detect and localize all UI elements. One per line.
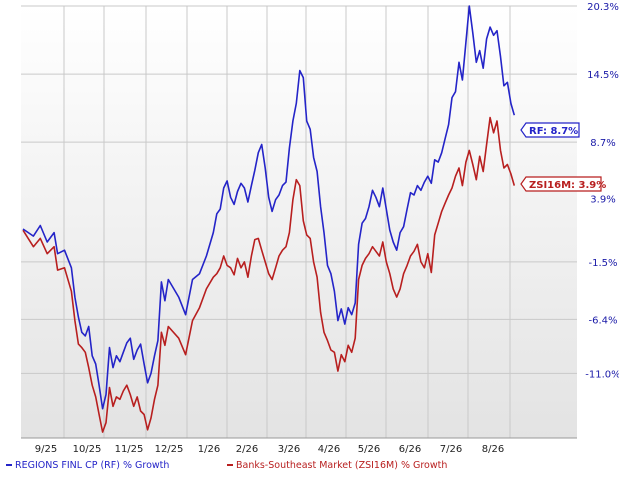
x-gridlines	[63, 6, 511, 438]
legend-label: Banks-Southeast Market (ZSI16M) % Growth	[236, 460, 447, 471]
x-tick-label: 6/26	[399, 444, 421, 455]
legend-entry-rf: REGIONS FINL CP (RF) % Growth	[6, 460, 169, 471]
y-tick-labels: 20.3% 14.5% 8.7% 3.9% -1.5% -6.4% -11.0%	[585, 2, 619, 380]
legend-entry-zsi16m: Banks-Southeast Market (ZSI16M) % Growth	[227, 460, 447, 471]
series-line-zsi16m	[22, 116, 516, 433]
x-tick-label: 5/26	[358, 444, 380, 455]
x-tick-label: 3/26	[278, 444, 300, 455]
y-tick-label: -6.4%	[588, 315, 617, 326]
x-tick-labels: 9/25 10/25 11/25 12/25 1/26 2/26 3/26 4/26 5/26 6…	[35, 444, 504, 455]
x-tick-label: 10/25	[73, 444, 102, 455]
flag-label: ZSI16M: 3.9%	[529, 180, 606, 191]
flag-rf: RF: 8.7%	[520, 122, 580, 138]
series-layer	[22, 5, 516, 433]
x-tick-label: 1/26	[198, 444, 220, 455]
x-tick-label: 8/26	[482, 444, 504, 455]
flag-label: RF: 8.7%	[529, 126, 578, 137]
flag-box	[520, 122, 580, 138]
x-tick-label: 11/25	[115, 444, 144, 455]
flag-box	[520, 176, 602, 192]
legend: REGIONS FINL CP (RF) % Growth Banks-South…	[6, 460, 447, 471]
end-value-flags: RF: 8.7% ZSI16M: 3.9%	[520, 122, 606, 192]
y-tick-label: 3.9%	[590, 195, 615, 206]
y-tick-label: 20.3%	[587, 2, 619, 13]
series-line-rf	[22, 5, 516, 410]
y-tick-label: 14.5%	[587, 70, 619, 81]
x-tick-label: 12/25	[155, 444, 184, 455]
flag-zsi16m: ZSI16M: 3.9%	[520, 176, 606, 192]
x-tick-label: 4/26	[318, 444, 340, 455]
x-tick-label: 9/25	[35, 444, 57, 455]
x-tick-label: 2/26	[236, 444, 258, 455]
x-tick-label: 7/26	[440, 444, 462, 455]
legend-label: REGIONS FINL CP (RF) % Growth	[15, 460, 169, 471]
y-tick-label: -11.0%	[585, 369, 619, 380]
y-tick-label: -1.5%	[588, 258, 617, 269]
y-tick-label: 8.7%	[590, 138, 615, 149]
